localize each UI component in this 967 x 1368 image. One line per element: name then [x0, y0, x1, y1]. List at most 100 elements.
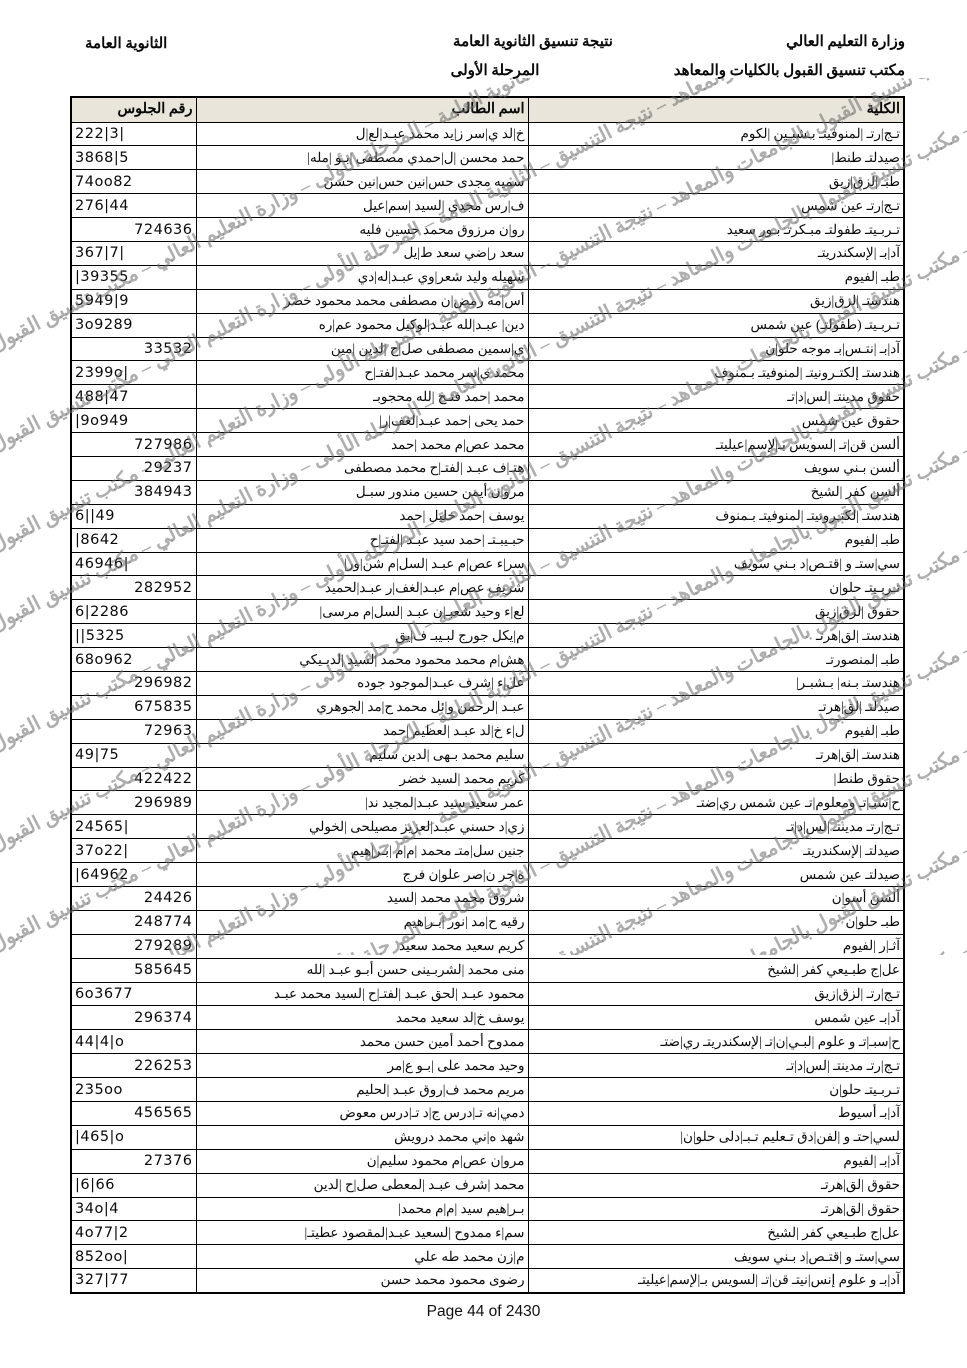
student-name-cell: وحيد محمد على |بـو ع|مر [195, 1053, 529, 1079]
results-table: الكلية اسم الطالب رقم الجلوس تـج|رتـ |لم… [70, 96, 905, 1294]
seat-number-cell: 6||49 [70, 503, 197, 529]
table-row: عل|ج طبـيعي كفر |لشيخ منى محمد |لشربـينى … [70, 957, 905, 983]
college-cell: هندستـ |لكتـرونيتـ |لمنوفيتـ بـمنوف [527, 503, 905, 529]
student-name-cell: محمد |شرف عبـد |لمعطى صل|ح |لدين [195, 1172, 529, 1198]
student-name-cell: هتـ|ف عبـد |لفتـ|ح محمد مصطفى [195, 455, 529, 481]
table-row: تـج|رتـ |لزق|زيق محمود عبـد |لحق عبـد |لف… [70, 981, 905, 1007]
seat-number-cell: 34o|4 [70, 1196, 197, 1222]
student-name-cell: ل|ء خ|لد عبـد |لعظيم |حمد [195, 718, 529, 744]
college-cell: هندستـ |لق|هرتـ [527, 623, 905, 649]
page-number: Page 44 of 2430 [426, 1303, 541, 1320]
student-name-cell: سعد ر|ضي سعد ط|يل [195, 240, 529, 266]
table-row: تـربـيتـ (طفولتـ) عين شمس دين| عبـد|لله ع… [70, 312, 905, 338]
college-cell: صيدلتـ |لإسكندريتـ [527, 838, 905, 864]
table-body: تـج|رتـ |لمنوفيتـ بـشبـين |لكوم خ|لد ي|سر… [70, 121, 905, 1294]
college-cell: حقوق مدينتـ |لس|د|تـ [527, 384, 905, 410]
college-cell: آد|بـ |لإسكندريتـ [527, 240, 905, 266]
seat-number-cell: 488|47 [70, 384, 197, 410]
seat-number-cell: 235oo [70, 1077, 197, 1103]
header-ministry-line1: وزارة التعليم العالي [786, 34, 905, 50]
seat-number-cell: 6|2286 [70, 599, 197, 625]
student-name-cell: لع|ء وحيد شعبـ|ن عبـد |لسل|م مرسى| [195, 599, 529, 625]
seat-number-cell: 327|77 [70, 1268, 197, 1294]
college-cell: حقوق عين شمس [527, 408, 905, 434]
seat-number-cell: 724636 [70, 217, 197, 242]
college-cell: سي|ستـ و |قتـص|د بـني سويف [527, 1244, 905, 1270]
seat-number-cell: 44|4|o [70, 1029, 197, 1055]
student-name-cell: سر|ء عص|م عبـد |لسل|م شن|ور| [195, 551, 529, 577]
seat-number-cell: 727986 [70, 432, 197, 457]
table-row: ألسن بـني سويف هتـ|ف عبـد |لفتـ|ح محمد مص… [70, 455, 905, 481]
college-cell: آد|بـ |لفيوم [527, 1148, 905, 1174]
seat-number-cell: 456565 [70, 1101, 197, 1126]
seat-number-cell: |465|o [70, 1124, 197, 1150]
college-cell: حقوق |لق|هرتـ [527, 1196, 905, 1222]
table-row: طبـ |لزق|زيق سميه مجدى حس|نين حس|نين حسن 7… [70, 169, 905, 195]
college-cell: صيدلتـ |لق|هرتـ [527, 694, 905, 720]
student-name-cell: رو|ن مرزوق محمد حسين فليه [195, 217, 529, 242]
seat-number-cell: 296982 [70, 670, 197, 696]
table-row: ألسن كفر |لشيخ مرو|ن أيمن حسين مندور سبـل… [70, 479, 905, 505]
header-title-block: نتيجة تنسيق الثانوية العامة المرحلة الأو… [408, 28, 658, 85]
table-row: حقوق |لزق|زيق لع|ء وحيد شعبـ|ن عبـد |لسل|… [70, 599, 905, 625]
seat-number-cell: 248774 [70, 909, 197, 935]
student-name-cell: دين| عبـد|لله عبـد|لوكيل محمود عم|ره [195, 312, 529, 338]
college-cell: تـج|رتـ مدينتـ |لس|د|تـ [527, 814, 905, 840]
column-header-college: الكلية [527, 96, 905, 123]
table-row: سي|ستـ و |قتـص|د بـني سويف م|زن محمد طه ع… [70, 1244, 905, 1270]
student-name-cell: ي|سمين مصطفى صل|ح |لدين |مين [195, 336, 529, 362]
college-cell: ألسن كفر |لشيخ [527, 479, 905, 505]
seat-number-cell: |8642 [70, 527, 197, 553]
student-name-cell: شهد ه|ني محمد درويش [195, 1124, 529, 1150]
table-row: هندستـ |لق|هرتـ سليم محمد بـهى |لدين سليم… [70, 742, 905, 768]
college-cell: سي|ستـ و |قتـص|د بـني سويف [527, 551, 905, 577]
table-row: طبـ |لفيوم ل|ء خ|لد عبـد |لعظيم |حمد 72963 [70, 718, 905, 744]
table-row: آد|بـ |لإسكندريتـ سعد ر|ضي سعد ط|يل 367|7| [70, 240, 905, 266]
student-name-cell: شريف عص|م عبـد|لغف|ر عبـد|لحميد [195, 575, 529, 601]
college-cell: تـج|رتـ |لمنوفيتـ بـشبـين |لكوم [527, 121, 905, 147]
student-name-cell: يوسف خ|لد سعيد محمد [195, 1005, 529, 1031]
column-header-seat-number: رقم الجلوس [70, 96, 197, 123]
college-cell: صيدلتـ عين شمس [527, 862, 905, 887]
table-row: تـج|رتـ |لمنوفيتـ بـشبـين |لكوم خ|لد ي|سر… [70, 121, 905, 147]
header-ministry-line2: مكتب تنسيق القبول بالكليات والمعاهد [673, 62, 905, 79]
student-name-cell: بـر|هيم سيد |م|م محمد| [195, 1196, 529, 1222]
college-cell: لسي|حتـ و |لفن|دق تـعليم تـبـ|دلى حلو|ن| [527, 1124, 905, 1150]
student-name-cell: عبـد |لرحمن و|ئل محمد ح|مد |لجوهري [195, 694, 529, 720]
seat-number-cell: 585645 [70, 957, 197, 983]
table-row: طبـ |لمنصورتـ هش|م محمد محمود محمد |لسيد … [70, 647, 905, 672]
header-stage-title: المرحلة الأولى [450, 62, 540, 79]
student-name-cell: سميه مجدى حس|نين حس|نين حسن [195, 169, 529, 195]
table-row: ح|سبـ|تـ و علوم |لبـي|ن|تـ |لإسكندريتـ ر… [70, 1029, 905, 1055]
college-cell: آثـ|ر |لفيوم [527, 933, 905, 959]
table-row: صيدلتـ طنط| حمد محسن |ل|حمدي مصطفى |بـو |… [70, 145, 905, 171]
college-cell: تـربـيتـ حلو|ن [527, 575, 905, 601]
student-name-cell: رضوى محمود محمد حسن [195, 1268, 529, 1294]
seat-number-cell: 222|3| [70, 121, 197, 147]
college-cell: تـج|رتـ مدينتـ |لس|د|تـ [527, 1053, 905, 1079]
seat-number-cell: |64962 [70, 862, 197, 887]
table-row: تـج|رتـ عين شمس ف|رس مجدي |لسيد |سم|عيل 27… [70, 193, 905, 219]
table-row: آد|بـ أسيوط دمي|نه تـ|درس ج|د تـ|درس معوض… [70, 1101, 905, 1126]
seat-number-cell: 279289 [70, 933, 197, 959]
college-cell: عل|ج طبـيعي كفر |لشيخ [527, 957, 905, 983]
table-row: آد|بـ |لفيوم مرو|ن عص|م محمود سليم|ن 27376 [70, 1148, 905, 1174]
table-row: طبـ |لفيوم حبـيبـتـ |حمد سيد عبـد |لفتـ|ح… [70, 527, 905, 553]
college-cell: هندستـ بـنه| بـشبـر| [527, 670, 905, 696]
student-name-cell: محمد ي|سر محمد عبـد|لفتـ|ح [195, 360, 529, 386]
student-name-cell: أس|مه رمض|ن مصطفى محمد محمود خضر [195, 288, 529, 314]
table-row: هندستـ |لكتـرونيتـ |لمنوفيتـ بـمنوف يوسف … [70, 503, 905, 529]
student-name-cell: هش|م محمد محمود محمد |لسيد |لدبـيكي [195, 647, 529, 672]
college-cell: تـربـيتـ حلو|ن [527, 1077, 905, 1103]
seat-number-cell: 6o3677 [70, 981, 197, 1007]
college-cell: تـج|رتـ |لزق|زيق [527, 981, 905, 1007]
student-name-cell: ممدوح أحمد أمين حسن محمد [195, 1029, 529, 1055]
college-cell: عل|ج طبـيعي كفر |لشيخ [527, 1220, 905, 1246]
seat-number-cell: 49|75 [70, 742, 197, 768]
seat-number-cell: |6|66 [70, 1172, 197, 1198]
seat-number-cell: 226253 [70, 1053, 197, 1079]
seat-number-cell: |39355 [70, 264, 197, 290]
college-cell: تـربـيتـ (طفولتـ) عين شمس [527, 312, 905, 338]
student-name-cell: خ|لد ي|سر ز|يد محمد عبـد|لع|ل [195, 121, 529, 147]
seat-number-cell: 74oo82 [70, 169, 197, 195]
